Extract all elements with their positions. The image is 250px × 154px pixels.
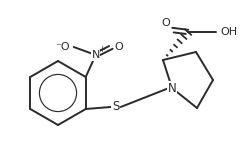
Text: N: N	[92, 50, 100, 60]
Text: OH: OH	[220, 27, 237, 37]
Text: N: N	[168, 81, 176, 95]
Text: S: S	[112, 101, 120, 113]
Text: +: +	[98, 45, 105, 55]
Text: O: O	[161, 18, 170, 28]
Text: O: O	[115, 42, 124, 52]
Text: ⁻O: ⁻O	[55, 42, 70, 52]
